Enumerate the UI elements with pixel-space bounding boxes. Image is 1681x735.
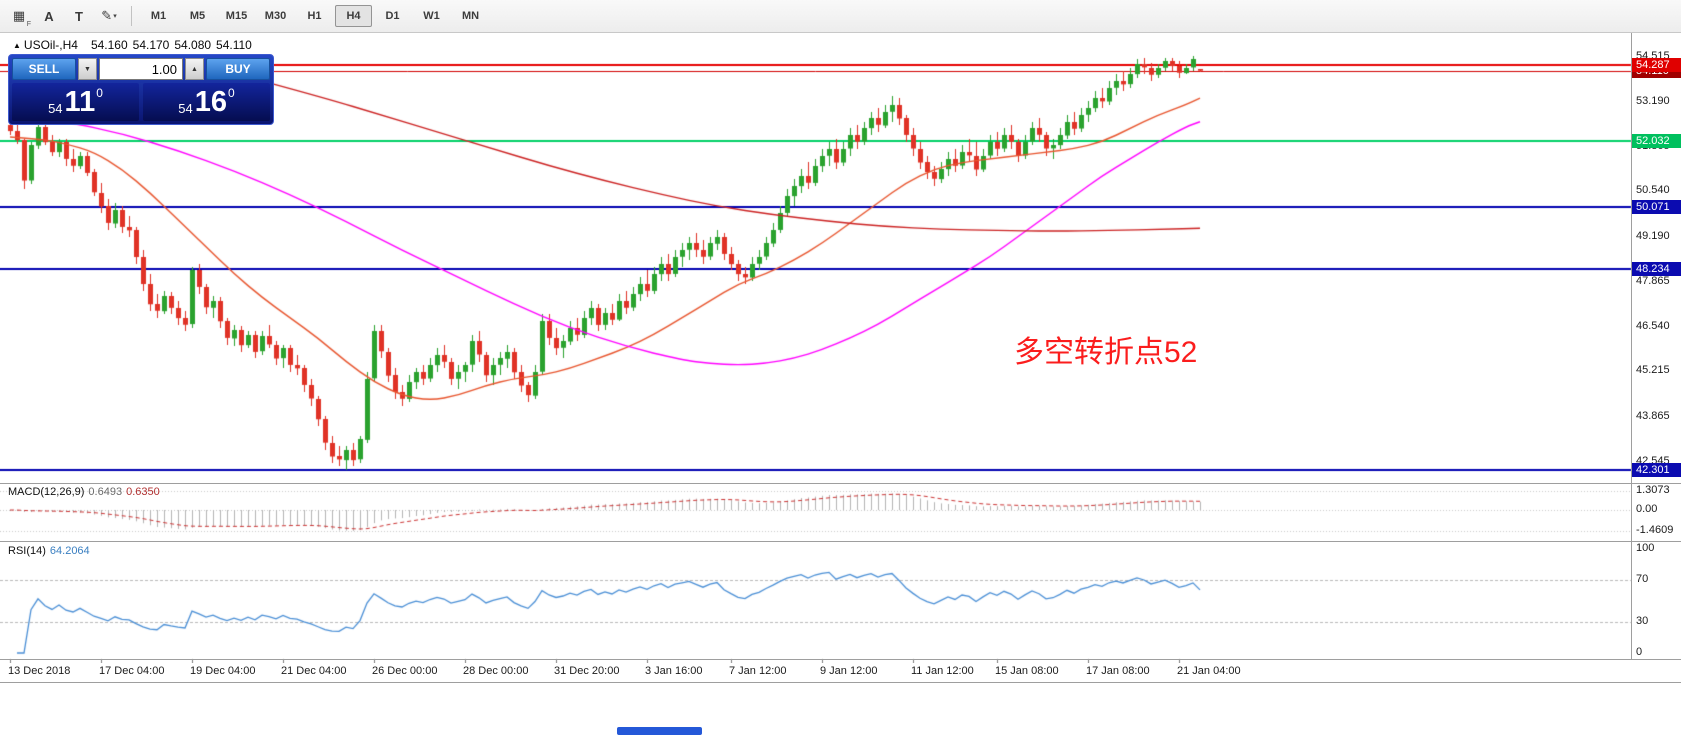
- timeframe-toolbar: M1 M5 M15 M30 H1 H4 D1 W1 MN: [139, 5, 490, 27]
- timeframe-w1[interactable]: W1: [423, 10, 440, 22]
- rsi-indicator-label: RSI(14) 64.2064: [8, 545, 90, 557]
- chart-ohlc-header: ▲ USOil-,H4 54.160 54.170 54.080 54.110: [13, 38, 252, 52]
- dropdown-caret-icon: ▾: [113, 13, 117, 20]
- symbol-timeframe-label: USOil-,H4: [23, 38, 78, 52]
- time-axis-label: 26 Dec 00:00: [372, 665, 438, 677]
- price-badge: 54.287: [1632, 57, 1681, 72]
- price-badge: 42.301: [1632, 462, 1681, 477]
- rsi-axis-label: 100: [1636, 542, 1655, 554]
- time-axis-label: 19 Dec 04:00: [190, 665, 256, 677]
- low-value: 54.080: [174, 38, 212, 52]
- chart-annotation-text[interactable]: 多空转折点52: [1014, 336, 1198, 369]
- rsi-name: RSI(14): [8, 545, 46, 557]
- time-axis-label: 28 Dec 00:00: [463, 665, 529, 677]
- buy-price-display[interactable]: 54 16 0: [143, 83, 270, 121]
- drawing-tools-group: ▦ F A T ✎ ▾: [4, 4, 124, 28]
- volume-decrease-button[interactable]: ▼: [78, 58, 97, 80]
- rsi-value: 64.2064: [49, 545, 90, 557]
- sell-price-display[interactable]: 54 11 0: [12, 83, 139, 121]
- volume-input[interactable]: [99, 58, 183, 80]
- text-frame-tool[interactable]: T: [75, 8, 83, 24]
- tool-sub-label: F: [26, 21, 31, 28]
- toolbar-separator: [131, 6, 132, 26]
- timeframe-d1[interactable]: D1: [385, 10, 400, 22]
- macd-axis-label: 1.3073: [1636, 483, 1670, 496]
- price-badge: 50.071: [1632, 200, 1681, 215]
- top-toolbar: ▦ F A T ✎ ▾ M1 M5 M15 M30 H1 H4 D1 W1 MN: [0, 0, 1681, 33]
- price-badge: 52.032: [1632, 133, 1681, 148]
- macd-main-value: 0.6493: [88, 486, 123, 498]
- buy-price-sup: 0: [228, 86, 235, 100]
- time-axis-label: 21 Dec 04:00: [281, 665, 347, 677]
- price-axis-label: 47.865: [1636, 274, 1670, 287]
- buy-price-main: 16: [194, 86, 228, 118]
- sell-price-main: 11: [64, 86, 96, 118]
- macd-axis-label: -1.4609: [1636, 524, 1674, 537]
- price-axis-label: 46.540: [1636, 319, 1670, 332]
- time-axis-label: 15 Jan 08:00: [995, 665, 1059, 677]
- pattern-fill-tool[interactable]: ▦ F: [12, 8, 31, 28]
- timeframe-h4[interactable]: H4: [335, 5, 372, 27]
- timeframe-m5[interactable]: M5: [189, 10, 206, 22]
- draw-cursor-tool[interactable]: ✎ ▾: [101, 8, 117, 23]
- open-value: 54.160: [90, 38, 128, 52]
- price-chart-canvas[interactable]: [0, 33, 1632, 663]
- trade-controls-row: SELL ▼ ▲ BUY: [12, 58, 270, 80]
- window-bottom-border: [0, 682, 1681, 683]
- rsi-axis-label: 30: [1636, 614, 1649, 627]
- price-axis[interactable]: 54.51553.19051.86550.54049.19047.86546.5…: [1632, 33, 1681, 682]
- time-axis-label: 11 Jan 12:00: [911, 665, 974, 677]
- buy-price-prefix: 54: [178, 101, 193, 116]
- time-axis-label: 17 Dec 04:00: [99, 665, 165, 677]
- price-axis-label: 43.865: [1636, 409, 1670, 422]
- rsi-timeaxis-divider: [0, 659, 1681, 660]
- bottom-blue-strip: [617, 727, 702, 735]
- time-axis-label: 21 Jan 04:00: [1177, 665, 1241, 677]
- price-axis-label: 50.540: [1636, 184, 1670, 197]
- timeframe-m30[interactable]: M30: [264, 10, 287, 22]
- rsi-axis-label: 70: [1636, 573, 1649, 586]
- time-axis-label: 3 Jan 16:00: [645, 665, 703, 677]
- sell-button[interactable]: SELL: [12, 58, 76, 80]
- time-axis-label: 31 Dec 20:00: [554, 665, 620, 677]
- volume-increase-button[interactable]: ▲: [185, 58, 204, 80]
- close-value: 54.110: [216, 38, 252, 52]
- timeframe-m15[interactable]: M15: [225, 10, 248, 22]
- time-axis-label: 13 Dec 2018: [8, 665, 71, 677]
- price-badge: 48.234: [1632, 262, 1681, 277]
- macd-rsi-divider[interactable]: [0, 541, 1681, 542]
- time-axis-label: 7 Jan 12:00: [729, 665, 787, 677]
- price-axis-border: [1631, 33, 1632, 659]
- buy-button[interactable]: BUY: [206, 58, 270, 80]
- timeframe-h1[interactable]: H1: [307, 10, 322, 22]
- main-macd-divider[interactable]: [0, 483, 1681, 484]
- time-axis[interactable]: 13 Dec 2018 17 Dec 04:00 19 Dec 04:00 21 De…: [0, 663, 1681, 681]
- high-value: 54.170: [132, 38, 170, 52]
- price-axis-label: 53.190: [1636, 94, 1670, 107]
- price-axis-label: 45.215: [1636, 364, 1670, 377]
- symbol-marker-icon: ▲: [13, 41, 21, 50]
- time-axis-label: 17 Jan 08:00: [1086, 665, 1150, 677]
- macd-name: MACD(12,26,9): [8, 486, 85, 498]
- price-axis-label: 49.190: [1636, 229, 1670, 242]
- timeframe-m1[interactable]: M1: [150, 10, 167, 22]
- text-label-tool[interactable]: A: [44, 8, 54, 24]
- one-click-trading-panel: SELL ▼ ▲ BUY 54 11 0 54 16 0: [8, 54, 274, 125]
- sell-price-sup: 0: [96, 86, 103, 100]
- timeframe-mn[interactable]: MN: [461, 10, 480, 22]
- rsi-axis-label: 0: [1636, 646, 1643, 658]
- sell-price-prefix: 54: [48, 101, 63, 116]
- macd-signal-value: 0.6350: [126, 486, 160, 498]
- macd-indicator-label: MACD(12,26,9) 0.6493 0.6350: [8, 486, 160, 498]
- trade-prices-row: 54 11 0 54 16 0: [12, 83, 270, 121]
- time-axis-label: 9 Jan 12:00: [820, 665, 878, 677]
- macd-axis-label: 0.00: [1636, 503, 1658, 515]
